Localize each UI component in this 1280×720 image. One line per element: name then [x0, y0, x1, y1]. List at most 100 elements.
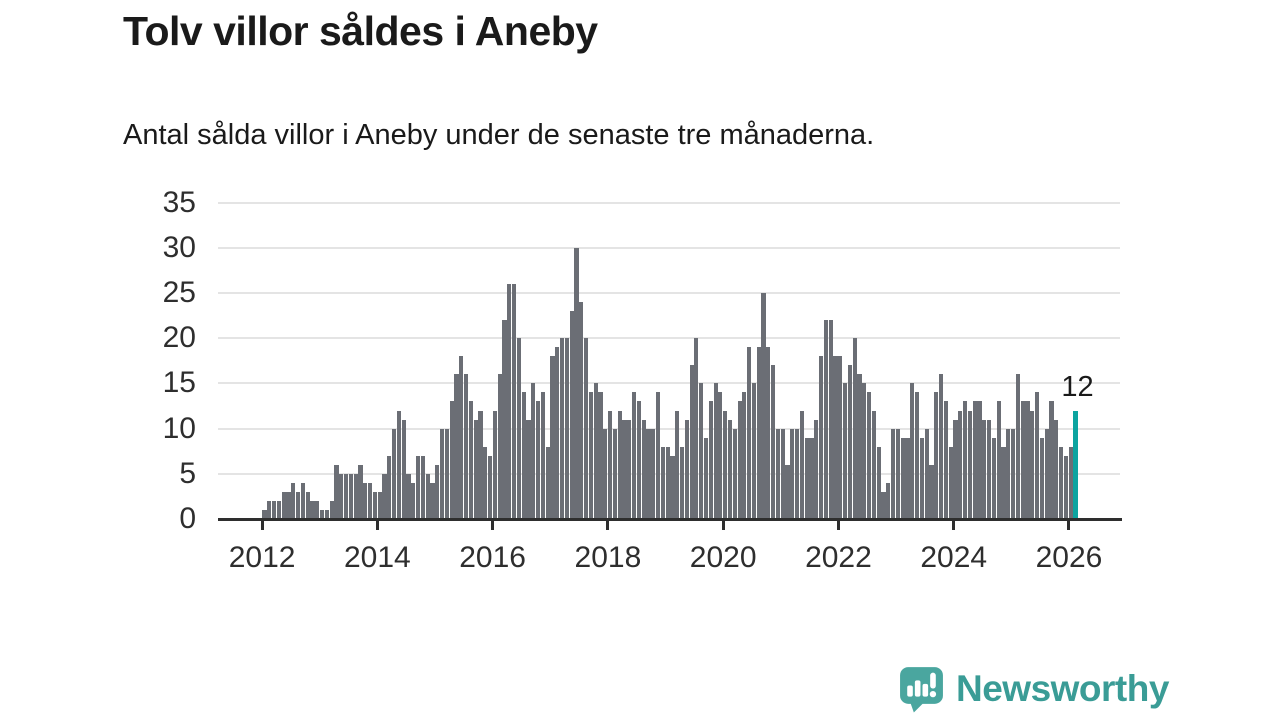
bar: [1015, 374, 1021, 519]
bar: [915, 392, 920, 519]
bar: [675, 410, 680, 519]
value-annotation: 12: [1061, 370, 1094, 403]
bar: [435, 464, 440, 519]
bar: [823, 320, 829, 519]
bar: [358, 464, 363, 519]
bar: [636, 401, 641, 519]
bar: [1006, 428, 1011, 519]
bar: [655, 392, 661, 519]
bar: [905, 437, 910, 519]
bar: [967, 410, 973, 519]
bar: [790, 428, 795, 519]
bar: [545, 446, 550, 519]
bar: [276, 500, 281, 519]
bar: [867, 392, 872, 519]
bar: [511, 283, 517, 519]
y-axis-tick-label: 5: [179, 456, 196, 490]
chart-subtitle: Antal sålda villor i Aneby under de sena…: [123, 119, 875, 151]
bar: [1044, 428, 1049, 519]
bar: [679, 446, 685, 519]
bar: [991, 437, 997, 519]
newsworthy-wordmark: Newsworthy: [956, 667, 1169, 709]
bar: [593, 383, 598, 519]
bar: [891, 428, 896, 519]
bar: [747, 347, 752, 519]
bar: [895, 428, 901, 519]
bar: [526, 419, 531, 519]
bar: [507, 283, 512, 519]
bar: [521, 392, 526, 519]
bar: [329, 500, 334, 519]
bar: [271, 500, 277, 519]
bar: [699, 383, 704, 519]
bar: [339, 473, 344, 519]
bar: [694, 338, 699, 519]
bar: [766, 347, 771, 519]
chart-title: Tolv villor såldes i Aneby: [123, 8, 598, 54]
bar: [598, 392, 603, 519]
x-axis-tick-label: 2012: [228, 541, 296, 574]
bar: [828, 320, 833, 519]
y-grid-line: [218, 337, 1120, 340]
bar: [295, 491, 301, 519]
bar: [934, 392, 939, 519]
x-axis-tick: [1067, 521, 1071, 530]
bar: [1068, 446, 1073, 519]
bar: [881, 491, 886, 519]
bar: [809, 437, 814, 519]
bar: [751, 383, 757, 519]
bar: [1030, 410, 1035, 519]
bar: [406, 473, 411, 519]
bar: [463, 374, 469, 519]
bar: [497, 374, 502, 519]
bar: [958, 410, 963, 519]
bar: [924, 428, 929, 519]
bar: [372, 491, 377, 519]
bar: [756, 347, 761, 519]
bar: [631, 392, 637, 519]
bar: [1011, 428, 1016, 519]
bar: [814, 419, 819, 519]
x-axis-tick: [952, 521, 956, 530]
bar: [382, 473, 387, 519]
bar: [689, 365, 694, 519]
bar: [838, 356, 843, 519]
bar: [727, 419, 733, 519]
bar: [1020, 401, 1025, 519]
bar: [267, 500, 272, 519]
bar: [550, 356, 555, 519]
bar: [987, 419, 992, 519]
bar: [953, 419, 958, 519]
bar: [305, 491, 310, 519]
bar: [1025, 401, 1030, 519]
bar: [531, 383, 536, 519]
bar: [943, 401, 949, 519]
bar: [588, 392, 593, 519]
x-axis-tick-label: 2022: [805, 541, 872, 574]
bar: [622, 419, 627, 519]
bar: [579, 302, 584, 519]
bar: [449, 401, 454, 519]
bar: [516, 338, 521, 519]
bar: [785, 464, 790, 519]
newsworthy-logo: Newsworthy: [897, 664, 1169, 713]
bar: [583, 338, 589, 519]
x-axis-tick: [606, 521, 610, 530]
y-axis-tick-label: 35: [162, 185, 196, 219]
bar: [982, 419, 987, 519]
x-axis-tick-label: 2018: [574, 541, 642, 574]
bar: [819, 356, 824, 519]
y-axis-tick-label: 15: [162, 366, 196, 400]
y-grid-line: [218, 382, 1120, 385]
bar: [718, 392, 723, 519]
x-axis-tick-label: 2014: [343, 541, 411, 574]
bar: [281, 491, 286, 519]
bar: [708, 401, 713, 519]
bar: [535, 401, 541, 519]
x-axis-tick: [260, 521, 264, 530]
bar: [646, 428, 651, 519]
bar: [444, 428, 449, 519]
y-axis-tick-label: 10: [162, 411, 196, 445]
bar: [799, 410, 805, 519]
